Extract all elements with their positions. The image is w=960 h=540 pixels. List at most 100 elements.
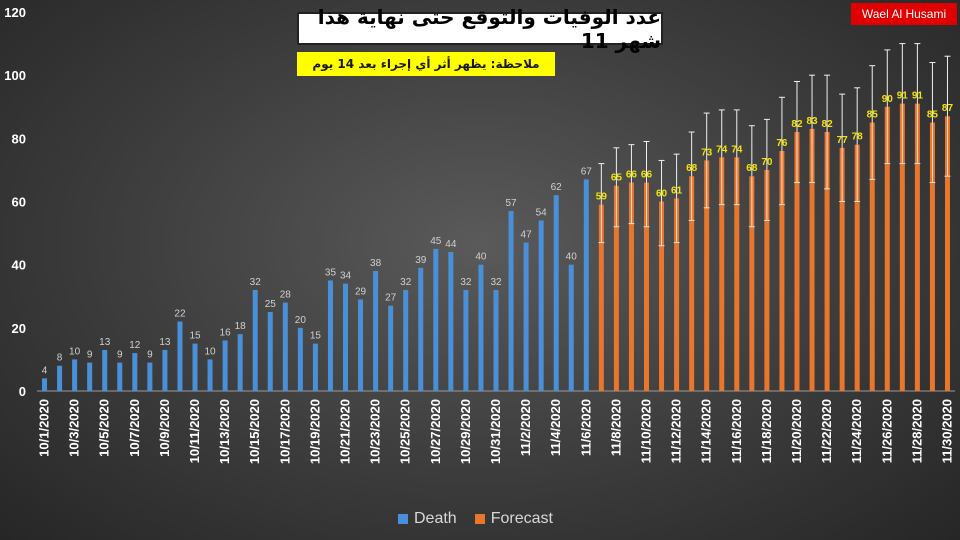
bar-death [343, 283, 349, 391]
data-label-death: 13 [159, 337, 171, 348]
data-label-death: 57 [505, 198, 517, 209]
data-label-death: 25 [265, 299, 277, 310]
data-label-forecast: 61 [671, 185, 683, 196]
bar-death [312, 343, 318, 391]
x-tick-label: 10/3/2020 [67, 399, 82, 457]
bar-forecast [779, 150, 785, 391]
data-label-forecast: 59 [596, 192, 608, 203]
x-tick-label: 11/10/2020 [638, 399, 653, 463]
data-label-forecast: 78 [852, 132, 864, 143]
data-label-forecast: 82 [822, 119, 834, 130]
bar-death [147, 362, 153, 391]
y-tick-label: 80 [12, 131, 26, 146]
data-label-death: 54 [536, 207, 548, 218]
bar-death [538, 220, 544, 391]
bar-forecast [613, 185, 619, 391]
data-label-death: 29 [355, 286, 367, 297]
bar-forecast [689, 176, 695, 391]
bar-death [523, 242, 529, 391]
bar-death [568, 264, 574, 391]
data-label-death: 67 [581, 166, 593, 177]
x-tick-label: 11/2/2020 [518, 399, 533, 456]
data-label-forecast: 91 [912, 91, 924, 102]
data-label-death: 39 [415, 255, 427, 266]
data-label-death: 27 [385, 293, 397, 304]
bar-death [237, 334, 243, 391]
data-label-forecast: 73 [701, 147, 713, 158]
y-tick-label: 0 [19, 384, 26, 399]
data-label-forecast: 65 [611, 173, 623, 184]
legend-label-death: Death [414, 510, 457, 527]
bar-death [403, 289, 409, 391]
bar-forecast [794, 132, 800, 391]
bar-death [267, 312, 273, 391]
data-label-death: 44 [445, 239, 457, 250]
x-tick-label: 10/9/2020 [157, 399, 172, 457]
data-label-forecast: 91 [897, 91, 909, 102]
x-tick-label: 10/15/2020 [247, 399, 262, 464]
bar-forecast [944, 116, 950, 391]
x-tick-label: 11/28/2020 [909, 399, 924, 463]
bar-death [448, 252, 454, 391]
bar-forecast [734, 157, 740, 391]
bar-death [583, 179, 589, 391]
data-label-death: 18 [235, 321, 247, 332]
bar-forecast [914, 103, 920, 391]
bar-forecast [764, 169, 770, 391]
data-label-death: 15 [189, 331, 201, 342]
bar-death [508, 210, 514, 391]
data-label-death: 45 [430, 236, 442, 247]
data-label-death: 47 [521, 230, 533, 241]
x-tick-label: 10/11/2020 [187, 399, 202, 463]
y-tick-label: 40 [12, 258, 26, 273]
bar-forecast [719, 157, 725, 391]
x-tick-label: 10/31/2020 [488, 399, 503, 464]
bar-death [207, 359, 213, 391]
bar-death [327, 280, 333, 391]
data-label-death: 34 [340, 271, 352, 282]
bar-forecast [704, 160, 710, 391]
data-label-death: 40 [566, 252, 578, 263]
data-label-death: 35 [325, 267, 337, 278]
x-tick-label: 11/8/2020 [608, 399, 623, 456]
x-tick-label: 10/1/2020 [37, 399, 52, 457]
data-label-forecast: 70 [761, 157, 773, 168]
data-label-death: 4 [42, 365, 48, 376]
bar-forecast [869, 122, 875, 392]
data-label-forecast: 85 [927, 110, 939, 121]
data-label-death: 8 [57, 353, 63, 364]
x-tick-label: 11/18/2020 [759, 399, 774, 463]
x-tick-label: 10/13/2020 [217, 399, 232, 464]
data-label-death: 32 [400, 277, 412, 288]
bar-death [252, 289, 258, 391]
bar-death [493, 289, 499, 391]
data-label-death: 10 [205, 346, 217, 357]
bar-forecast [899, 103, 905, 391]
data-label-death: 32 [250, 277, 262, 288]
data-label-death: 38 [370, 258, 382, 269]
x-tick-label: 10/5/2020 [97, 399, 112, 457]
bar-death [463, 289, 469, 391]
data-label-forecast: 76 [776, 138, 788, 149]
data-label-forecast: 83 [806, 116, 818, 127]
bar-death [297, 327, 303, 391]
data-label-forecast: 74 [731, 144, 743, 155]
data-label-forecast: 66 [641, 170, 653, 181]
y-tick-label: 60 [12, 195, 26, 210]
x-tick-label: 10/17/2020 [277, 399, 292, 464]
data-label-forecast: 60 [656, 189, 668, 200]
bar-forecast [824, 132, 830, 391]
bar-forecast [884, 106, 890, 391]
data-label-forecast: 82 [791, 119, 803, 130]
legend-item-forecast: Forecast [474, 510, 553, 528]
x-tick-label: 11/16/2020 [729, 399, 744, 463]
x-tick-label: 10/21/2020 [338, 399, 353, 464]
x-tick-label: 10/7/2020 [127, 399, 142, 457]
data-label-death: 12 [129, 340, 141, 351]
data-label-death: 32 [460, 277, 472, 288]
x-tick-label: 11/14/2020 [699, 399, 714, 463]
x-tick-label: 10/25/2020 [398, 399, 413, 464]
bar-death [72, 359, 78, 391]
bar-forecast [854, 144, 860, 391]
bar-death [282, 302, 288, 391]
